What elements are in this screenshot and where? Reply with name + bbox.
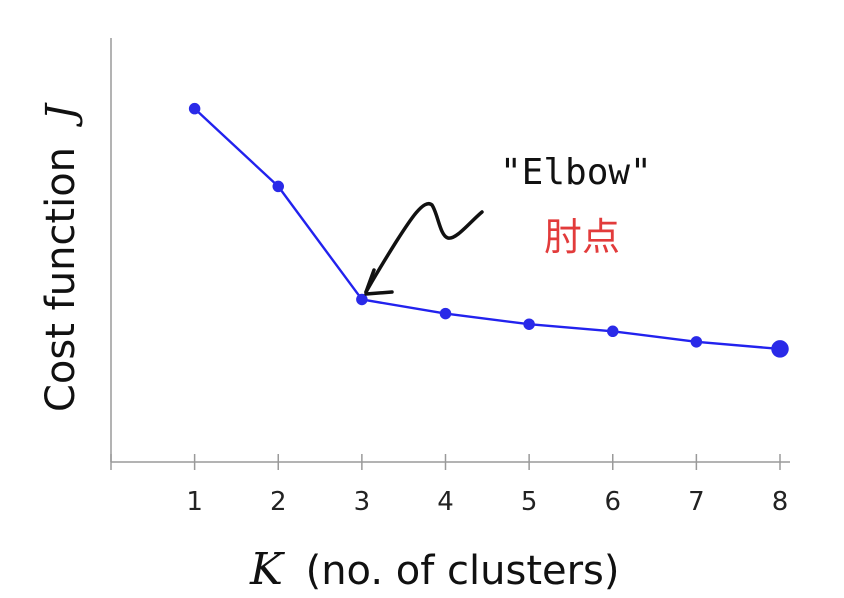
x-axis-label-symbol: K (249, 544, 285, 595)
x-axis-label: K (no. of clusters) (249, 544, 620, 595)
x-tick-label-5: 5 (521, 487, 538, 517)
x-tick-label-7: 7 (688, 487, 705, 517)
y-axis-label: Cost function J (38, 102, 84, 412)
y-axis-label-text: Cost function (38, 147, 84, 412)
elbow-annotation-cn: 肘点 (544, 215, 620, 259)
cost-curve-line (193, 107, 782, 351)
x-tick-labels: 1 2 3 4 5 6 7 8 (186, 487, 788, 517)
y-axis-label-symbol: J (38, 102, 84, 127)
data-point-k3 (356, 293, 368, 306)
x-tick-label-2: 2 (270, 487, 287, 517)
elbow-arrow (364, 201, 484, 296)
x-tick-label-8: 8 (772, 487, 789, 517)
data-point-k1 (188, 102, 201, 115)
elbow-annotation: "Elbow" (500, 152, 652, 193)
data-point-k8 (771, 340, 789, 358)
x-tick-label-4: 4 (437, 487, 454, 517)
x-tick-label-6: 6 (604, 487, 621, 517)
data-point-k5 (523, 318, 535, 330)
x-axis-ticks (110, 454, 781, 470)
x-axis-label-text: (no. of clusters) (306, 548, 620, 594)
x-tick-label-3: 3 (354, 487, 371, 517)
x-tick-label-1: 1 (186, 487, 203, 517)
data-points (188, 102, 789, 358)
data-point-k6 (607, 325, 619, 338)
data-point-k4 (439, 307, 452, 320)
data-point-k7 (690, 336, 703, 348)
data-point-k2 (272, 180, 284, 193)
